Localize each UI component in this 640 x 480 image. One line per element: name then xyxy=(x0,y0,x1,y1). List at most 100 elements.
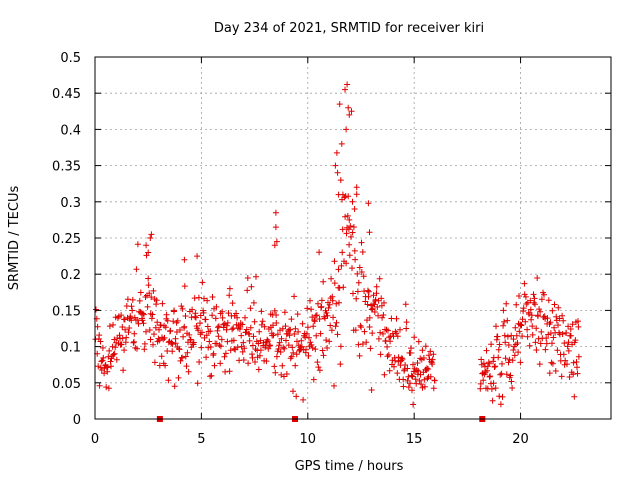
data-point xyxy=(197,320,203,327)
data-point xyxy=(179,305,186,312)
data-point xyxy=(356,352,363,359)
data-point xyxy=(293,351,300,358)
data-point xyxy=(133,266,140,273)
data-point xyxy=(354,288,361,295)
data-point xyxy=(482,363,488,370)
data-point xyxy=(384,353,391,360)
data-point xyxy=(128,303,135,310)
data-point xyxy=(369,330,376,337)
data-point xyxy=(536,361,543,368)
data-point xyxy=(570,371,577,378)
data-point xyxy=(95,363,102,370)
data-point xyxy=(532,339,539,346)
data-point xyxy=(353,191,360,198)
data-point xyxy=(292,362,299,369)
data-point xyxy=(513,301,520,308)
data-point xyxy=(239,348,246,355)
data-point xyxy=(209,312,216,319)
data-point xyxy=(335,191,342,198)
data-point xyxy=(200,309,207,316)
data-point xyxy=(316,316,323,322)
data-point xyxy=(256,328,263,335)
data-point xyxy=(206,338,213,345)
data-point xyxy=(411,334,418,341)
data-point xyxy=(498,370,505,377)
data-point xyxy=(342,86,348,93)
data-point xyxy=(270,322,276,329)
data-point xyxy=(103,384,110,391)
data-point xyxy=(204,297,211,304)
data-point xyxy=(201,295,207,302)
data-point xyxy=(160,336,167,343)
data-point xyxy=(403,319,410,326)
data-point xyxy=(124,296,131,303)
data-point xyxy=(334,331,341,338)
data-point xyxy=(314,359,321,366)
data-point xyxy=(564,361,570,368)
data-point xyxy=(283,337,289,344)
data-point xyxy=(555,322,561,329)
data-point xyxy=(489,397,496,404)
data-point xyxy=(151,359,158,366)
data-point xyxy=(569,321,576,328)
data-point xyxy=(273,320,280,326)
data-point xyxy=(543,340,550,347)
data-point xyxy=(308,306,315,313)
data-point xyxy=(387,338,394,345)
data-point xyxy=(179,354,186,361)
data-point xyxy=(575,323,582,330)
data-point xyxy=(172,340,179,347)
data-point xyxy=(497,371,504,378)
data-point xyxy=(340,284,347,291)
data-point xyxy=(305,352,312,359)
data-point xyxy=(223,322,230,329)
data-point xyxy=(505,359,512,366)
data-point xyxy=(527,306,534,313)
data-point xyxy=(561,340,568,347)
data-point xyxy=(526,342,533,349)
data-point xyxy=(345,226,352,233)
data-point xyxy=(562,357,569,364)
data-point xyxy=(162,362,169,369)
data-point xyxy=(105,385,112,392)
data-point xyxy=(202,316,209,323)
data-point xyxy=(290,349,297,356)
data-point xyxy=(203,332,210,339)
data-point xyxy=(480,377,487,384)
data-point xyxy=(427,373,434,380)
data-point xyxy=(545,297,552,304)
data-point xyxy=(140,320,147,327)
data-point xyxy=(187,336,194,343)
data-point xyxy=(538,296,545,303)
data-point xyxy=(409,387,415,394)
y-tick-label: 0.4 xyxy=(60,123,81,138)
data-point xyxy=(518,322,525,329)
data-point xyxy=(192,314,199,321)
data-point xyxy=(243,329,249,336)
data-point xyxy=(224,319,231,326)
data-point xyxy=(520,308,527,315)
data-point xyxy=(504,333,511,340)
data-point xyxy=(156,362,163,369)
data-point xyxy=(421,383,428,390)
data-point xyxy=(537,308,544,315)
data-point xyxy=(211,362,218,369)
data-point xyxy=(570,359,577,366)
data-point xyxy=(366,229,373,236)
data-point xyxy=(141,346,148,353)
data-point xyxy=(563,330,570,336)
data-point xyxy=(119,324,126,330)
data-point xyxy=(145,275,152,282)
data-point xyxy=(346,216,353,223)
data-point xyxy=(230,337,237,344)
data-point xyxy=(167,327,174,334)
data-point xyxy=(575,318,581,325)
data-point xyxy=(313,312,320,319)
data-point xyxy=(197,312,204,319)
data-point xyxy=(210,350,217,357)
data-point xyxy=(541,291,547,298)
data-point xyxy=(149,311,156,318)
data-point xyxy=(303,330,310,337)
data-point xyxy=(143,328,149,335)
data-point xyxy=(97,338,104,345)
